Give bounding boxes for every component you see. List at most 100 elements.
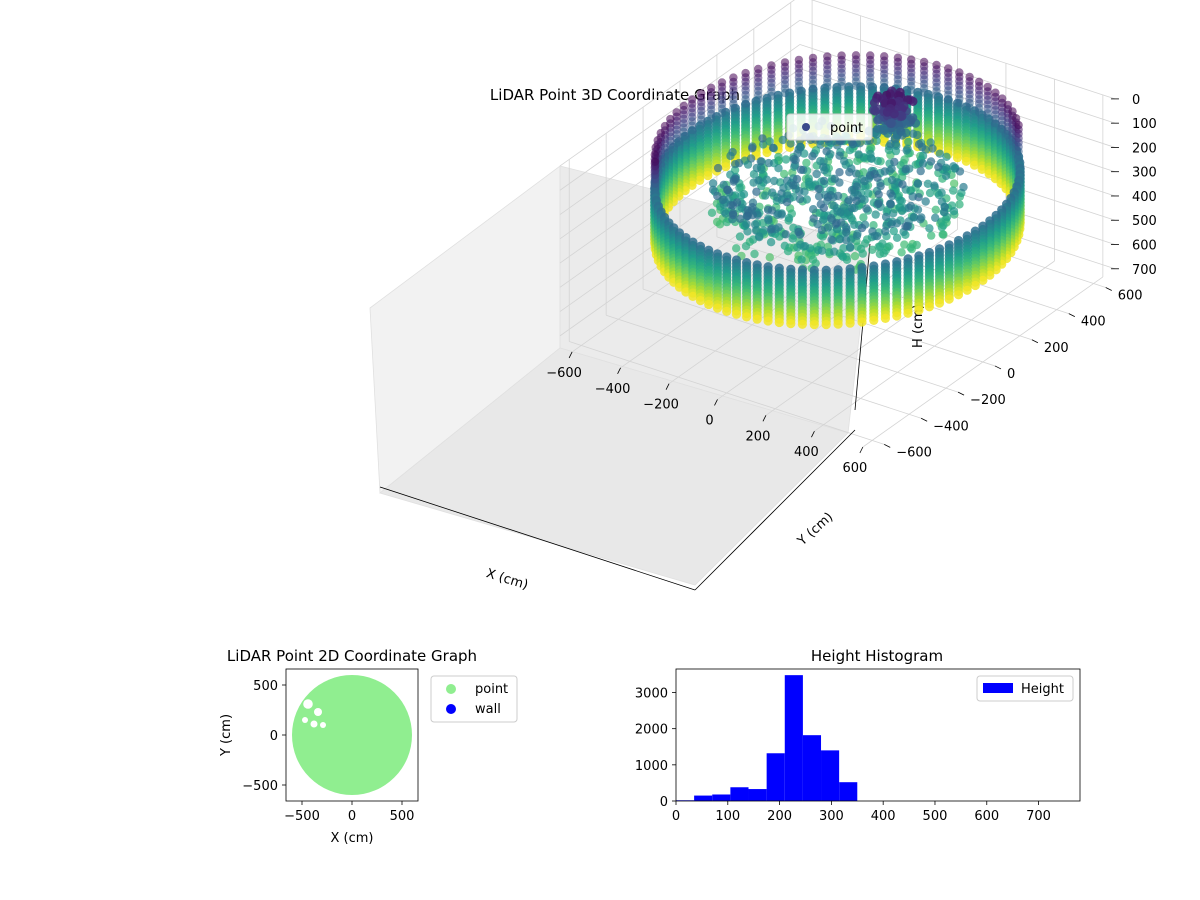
plot3d-point xyxy=(853,156,862,166)
plot3d-point xyxy=(959,182,968,192)
plot3d-y-tick xyxy=(920,417,928,422)
plot3d-point xyxy=(764,216,773,225)
plot3d-point xyxy=(880,82,889,92)
plot3d-point xyxy=(835,151,844,160)
plot3d-point xyxy=(886,189,895,198)
plot3d-point xyxy=(721,209,730,218)
plot3d-y-tick-label: 400 xyxy=(1081,315,1106,330)
plot3d-point xyxy=(789,181,798,190)
plot3d-point xyxy=(796,165,806,174)
plot3d-point xyxy=(764,158,773,168)
plot3d-point xyxy=(962,285,972,295)
plot3d-y-tick-label: −600 xyxy=(896,445,932,460)
plot3d-point xyxy=(949,207,959,216)
plot3d-point xyxy=(859,168,868,177)
plot3d-point xyxy=(949,186,958,195)
plot3d-point xyxy=(923,179,933,188)
plot3d-x-tick xyxy=(665,383,670,390)
plot3d-point xyxy=(795,230,805,239)
plot3d-point xyxy=(833,191,843,201)
plot3d-point xyxy=(940,208,949,217)
plot3d-point xyxy=(814,192,824,201)
plot3d-z-tick-label: 600 xyxy=(1132,239,1157,254)
plot3d-point xyxy=(900,240,909,249)
histogram-y-tick-label: 2000 xyxy=(635,723,668,738)
plot3d-z-tick-label: 400 xyxy=(1132,190,1157,205)
plot3d-point xyxy=(841,235,851,245)
plot3d-point xyxy=(850,252,860,261)
plot3d-point xyxy=(851,81,861,91)
plot3d-point xyxy=(734,158,744,168)
plot-3d: LiDAR Point 3D Coordinate Graph −600−400… xyxy=(369,0,1157,593)
plot3d-point xyxy=(827,235,836,244)
plot3d-y-tick xyxy=(1105,287,1112,291)
plot3d-point xyxy=(728,201,737,210)
plot3d-point xyxy=(925,224,934,233)
histogram-title: Height Histogram xyxy=(811,647,943,665)
plot3d-point xyxy=(902,146,911,155)
plot3d-point xyxy=(695,296,706,306)
plot3d-legend: point xyxy=(786,113,873,141)
plot3d-point xyxy=(809,205,818,214)
histogram-legend-frame xyxy=(976,675,1074,702)
plot3d-point xyxy=(761,191,770,200)
histogram-bar xyxy=(802,735,822,801)
plot3d-point xyxy=(854,150,863,159)
plot2d-title: LiDAR Point 2D Coordinate Graph xyxy=(227,647,477,665)
plot2d-empty-region xyxy=(309,679,317,687)
plot3d-point xyxy=(726,151,735,161)
plot3d-point xyxy=(874,190,883,199)
plot3d-x-tick xyxy=(762,415,767,422)
plot3d-point xyxy=(715,220,725,229)
plot2d-empty-region xyxy=(314,708,322,716)
plot3d-y-axis-line xyxy=(694,429,856,591)
plot3d-point xyxy=(687,180,697,190)
plot-2d: LiDAR Point 2D Coordinate Graph −500 0 500… xyxy=(219,647,518,846)
histogram-y-tick-label: 1000 xyxy=(635,759,668,774)
plot3d-point xyxy=(906,201,915,211)
plot3d-point xyxy=(695,175,705,185)
plot3d-point xyxy=(931,205,940,214)
plot3d-point xyxy=(784,214,794,223)
plot3d-point xyxy=(791,156,800,165)
plot3d-point xyxy=(918,159,928,168)
plot3d-point xyxy=(869,221,878,230)
plot3d-point xyxy=(845,318,855,328)
plot3d-y-tick xyxy=(994,365,1002,370)
histogram-bars xyxy=(676,675,858,801)
plot3d-y-tick xyxy=(1068,313,1075,317)
plot3d-point xyxy=(781,230,790,239)
plot2d-empty-regions xyxy=(292,679,326,728)
plot3d-z-tick-label: 300 xyxy=(1132,166,1157,181)
plot3d-point xyxy=(881,227,890,236)
plot3d-z-tick-label: 700 xyxy=(1132,263,1157,278)
plot3d-point xyxy=(792,174,802,184)
plot3d-point xyxy=(812,169,821,179)
plot3d-z-axis-label: H (cm) xyxy=(911,304,926,348)
plot3d-point xyxy=(874,199,883,209)
plot3d-x-tick xyxy=(859,446,864,454)
plot2d-point-disk xyxy=(292,675,412,795)
histogram: Height Histogram 0 100 200 300 400 500 600 7000… xyxy=(635,647,1081,824)
plot3d-y-tick-label: −400 xyxy=(933,419,969,434)
plot3d-z-tick-label: 100 xyxy=(1132,117,1157,132)
plot3d-point xyxy=(859,213,868,222)
plot3d-point xyxy=(879,249,888,258)
plot3d-point xyxy=(766,238,776,247)
plot3d-point xyxy=(870,106,880,116)
plot3d-point xyxy=(913,179,923,188)
plot3d-point xyxy=(817,225,827,235)
histogram-x-tick-label: 0 xyxy=(672,809,680,824)
histogram-frame xyxy=(675,668,1081,802)
plot2d-legend: point wall xyxy=(430,675,518,723)
plot3d-point xyxy=(756,157,765,166)
plot3d-point xyxy=(924,302,935,312)
plot3d-point xyxy=(991,119,1000,128)
plot3d-point xyxy=(797,255,806,264)
plot3d-grid-line xyxy=(814,260,1055,432)
plot3d-point xyxy=(917,142,927,152)
plot3d-point xyxy=(916,166,925,176)
histogram-bar xyxy=(821,750,840,801)
plot3d-point xyxy=(770,176,779,186)
plot3d-point xyxy=(850,220,859,229)
